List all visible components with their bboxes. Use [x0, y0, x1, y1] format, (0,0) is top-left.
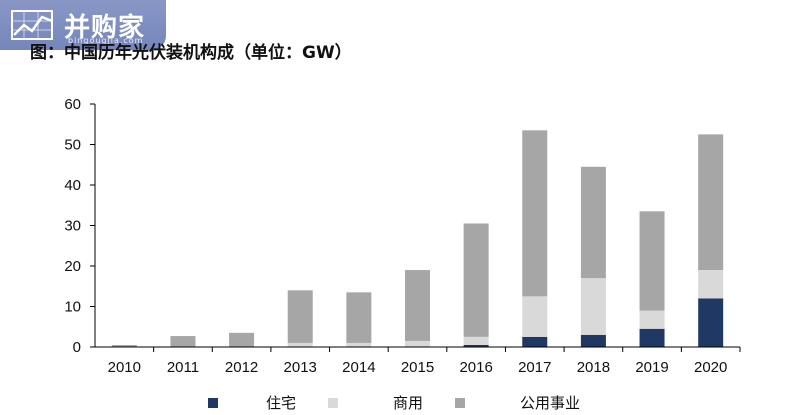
y-tick-label: 50: [64, 137, 81, 154]
bar-segment-2016-1: [463, 336, 489, 345]
legend-label-1: 商用: [393, 394, 423, 412]
chart-logo-icon: [10, 7, 56, 43]
x-tick-label: 2019: [635, 359, 668, 376]
y-tick-label: 40: [64, 177, 81, 194]
bar-segment-2020-0: [698, 298, 724, 347]
y-tick-label: 60: [64, 96, 81, 113]
y-tick-label: 20: [64, 258, 81, 275]
bar-segment-2011-2: [170, 336, 196, 347]
x-axis: 2010 2011 2012 2013 2014 2015 2016 2017 2018 2019…: [95, 346, 741, 376]
bar-segment-2017-0: [522, 336, 548, 347]
bar-segment-2015-1: [405, 340, 430, 347]
watermark-logo: 并购家 bingougjia.com: [0, 0, 166, 50]
legend-label-0: 住宅: [266, 394, 296, 412]
bar-segment-2013-1: [287, 342, 313, 347]
x-tick-label: 2010: [108, 359, 141, 376]
bar-segment-2017-1: [522, 296, 548, 337]
x-tick-label: 2014: [342, 359, 375, 376]
bar-segment-2019-2: [639, 211, 665, 311]
bar-segment-2014-1: [346, 342, 372, 347]
x-tick-label: 2013: [284, 359, 317, 376]
bar-segment-2019-1: [639, 310, 665, 329]
bar-segment-2015-2: [405, 270, 430, 341]
watermark-text: 并购家: [64, 12, 146, 43]
chart-title: 图：中国历年光伏装机构成（单位：GW）: [30, 43, 352, 63]
legend-swatch-1: [328, 398, 338, 408]
x-tick-label: 2011: [167, 359, 199, 376]
y-axis: 0 10 20 30 40 50 60: [64, 96, 96, 356]
bars: [111, 130, 724, 347]
bar-segment-2010-2: [111, 344, 137, 347]
x-tick-label: 2018: [577, 359, 610, 376]
bar-segment-2012-2: [229, 332, 255, 347]
x-tick-label: 2020: [694, 359, 727, 376]
legend-label-2: 公用事业: [520, 394, 580, 412]
bar-segment-2019-0: [639, 328, 665, 347]
x-tick-label: 2012: [225, 359, 258, 376]
bar-segment-2018-0: [580, 334, 606, 347]
bar-segment-2016-2: [463, 223, 489, 337]
watermark-subtext: bingougjia.com: [68, 36, 144, 45]
bar-segment-2020-1: [698, 270, 724, 299]
bar-segment-2013-2: [287, 290, 313, 343]
y-tick-label: 30: [64, 218, 81, 235]
bar-segment-2018-1: [580, 278, 606, 335]
y-tick-label: 10: [64, 299, 81, 316]
y-tick-label: 0: [73, 339, 81, 356]
bar-segment-2016-0: [463, 344, 489, 347]
x-tick-label: 2017: [518, 359, 551, 376]
legend-swatch-2: [455, 398, 465, 408]
bar-segment-2014-2: [346, 292, 372, 343]
legend-swatch-0: [208, 398, 218, 408]
bar-segment-2020-2: [698, 134, 724, 271]
legend: 住宅 商用 公用事业: [208, 394, 580, 412]
x-tick-label: 2015: [401, 359, 434, 376]
x-tick-label: 2016: [459, 359, 492, 376]
bar-segment-2017-2: [522, 130, 548, 297]
bar-segment-2018-2: [580, 166, 606, 279]
